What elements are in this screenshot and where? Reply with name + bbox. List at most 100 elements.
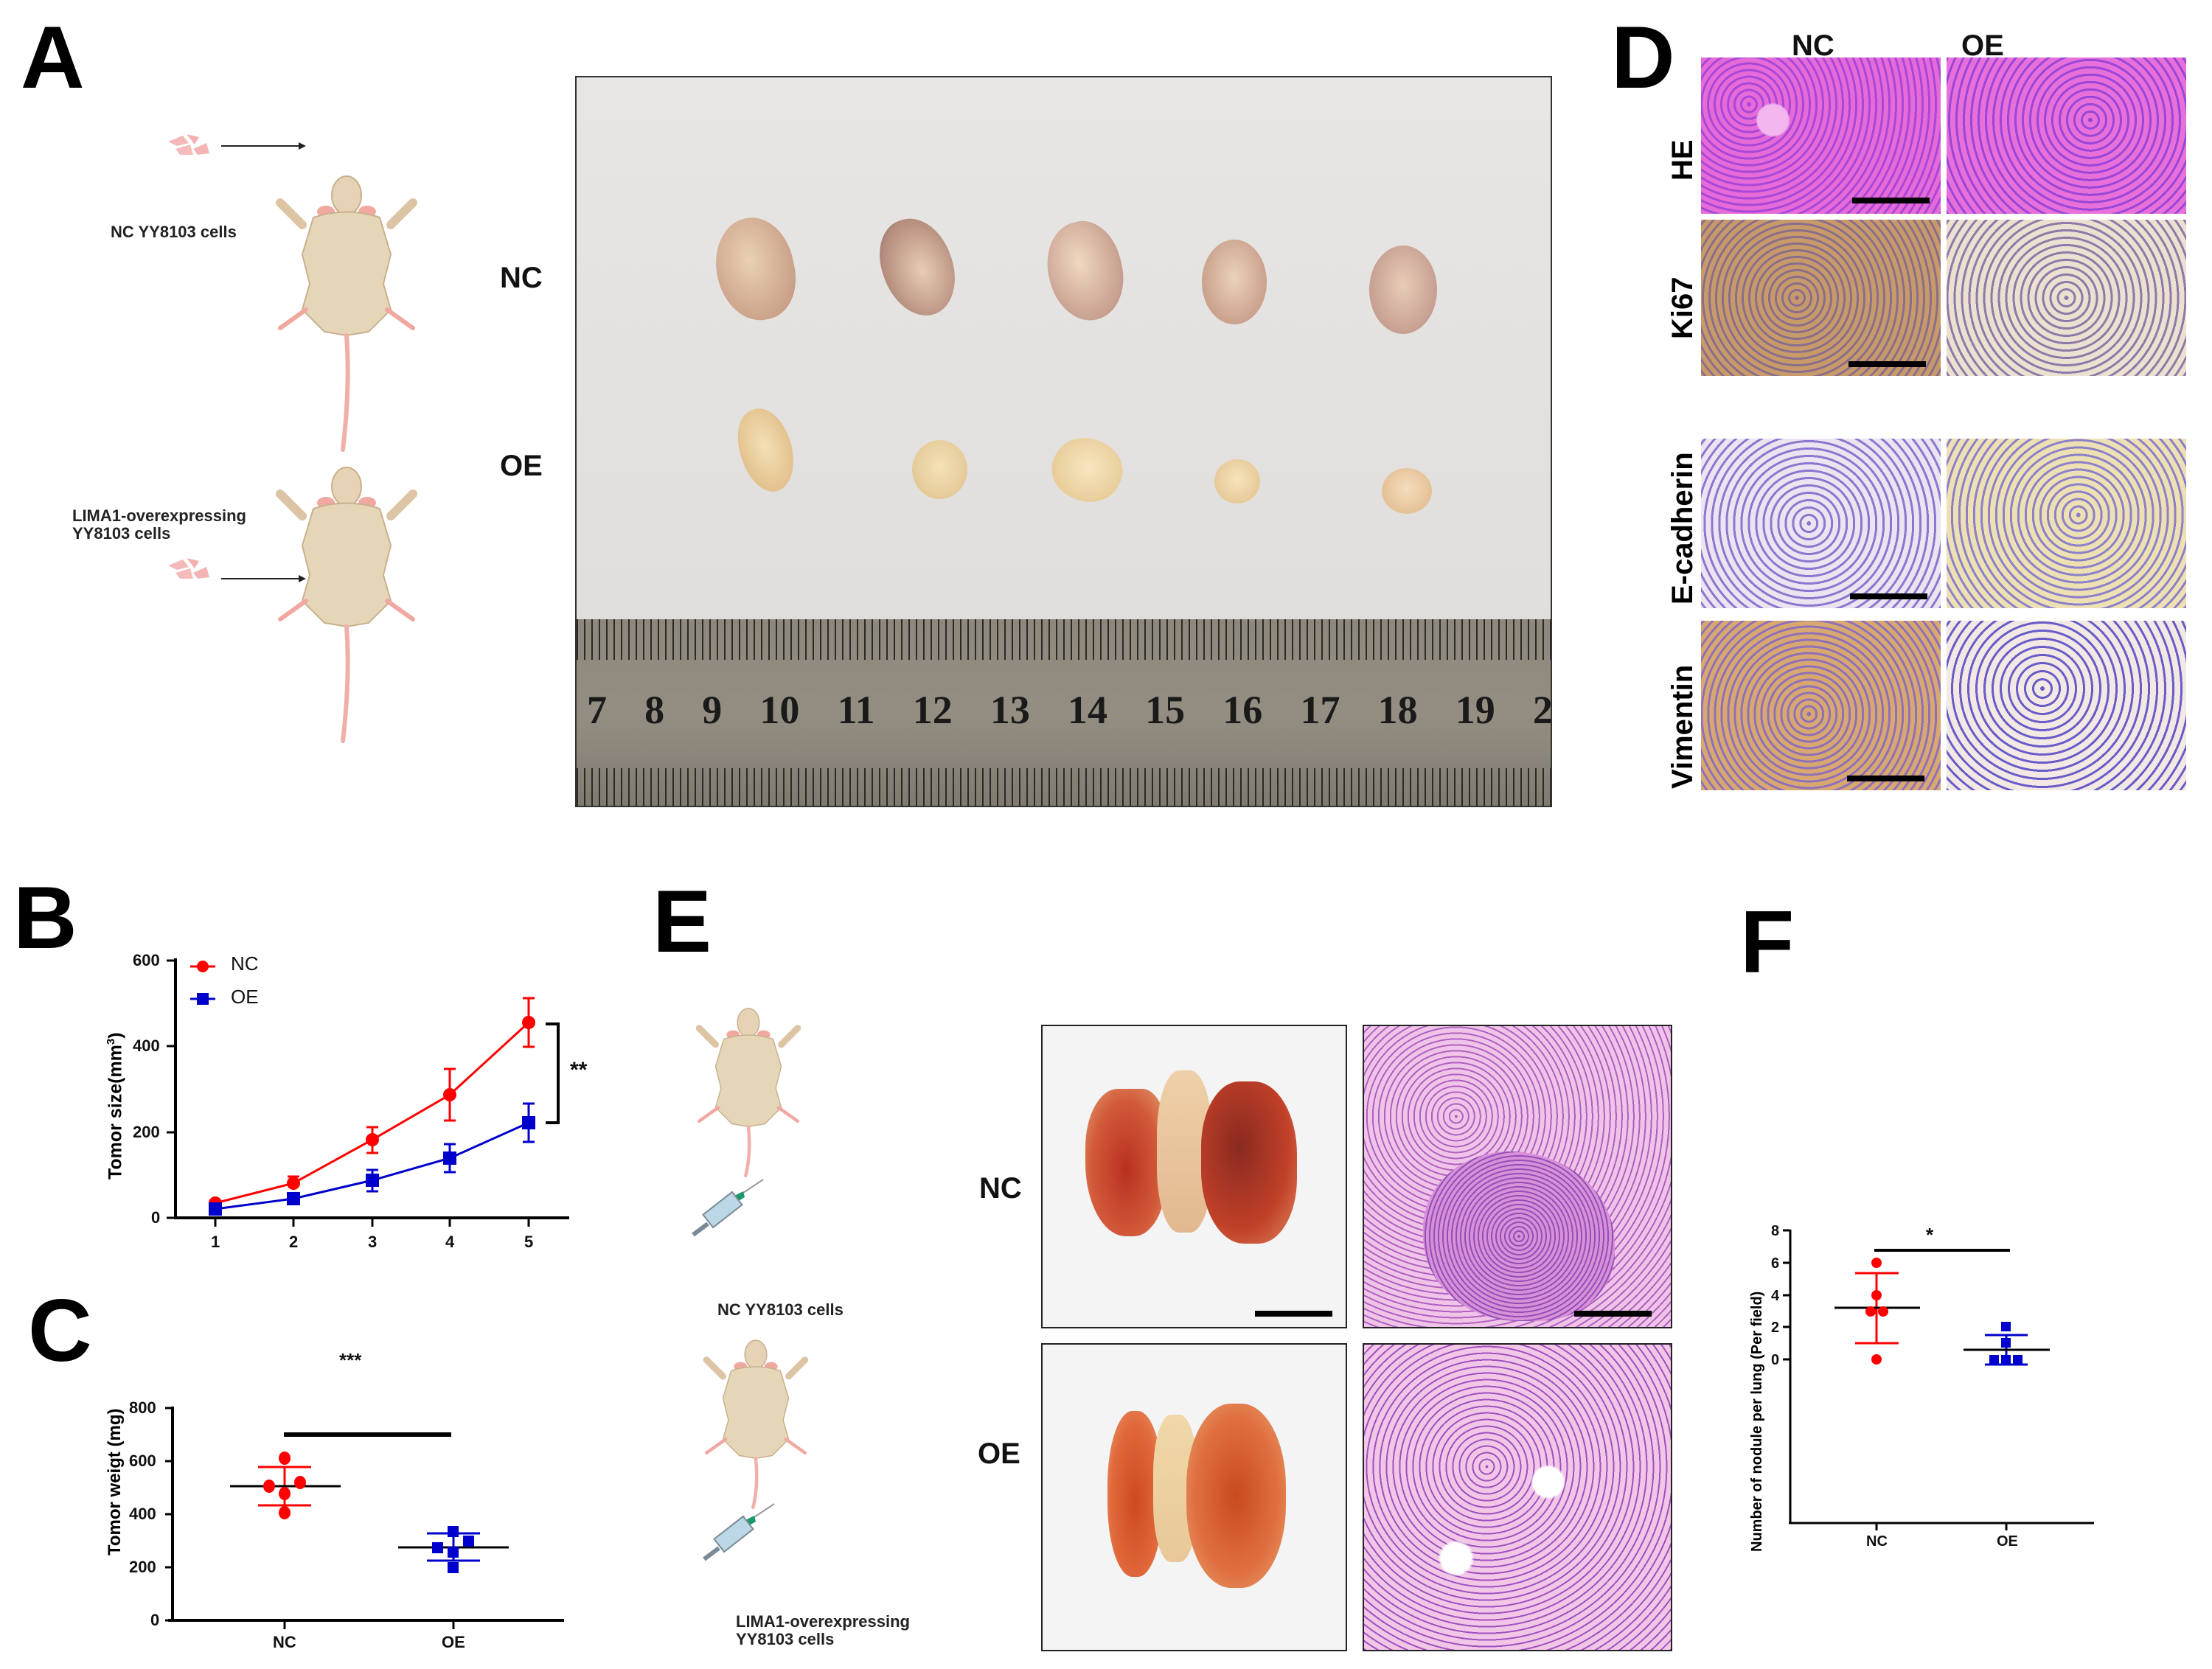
ruler-number: 15 [1145, 688, 1186, 732]
ytick-f-2: 2 [1771, 1320, 1780, 1336]
lung-lobe [1085, 1089, 1166, 1236]
ytick-c-400: 400 [129, 1505, 156, 1523]
row-label-ecadherin: E-cadherin [1666, 452, 1699, 604]
scale-bar [1847, 776, 1924, 781]
ruler-number: 8 [644, 688, 665, 732]
col-label-nc-d: NC [1792, 29, 1834, 62]
ruler-number: 11 [837, 688, 875, 732]
micrograph-vimentin-oe [1947, 621, 2186, 790]
micrograph-ecadherin-nc [1701, 439, 1941, 608]
mouse-illustration-bottom [276, 467, 417, 743]
ytick-f-0: 0 [1771, 1352, 1780, 1368]
cells-cluster-icon [168, 133, 216, 162]
micrograph-vimentin-nc [1701, 621, 1941, 790]
syringe-icon-top [692, 1179, 764, 1237]
injection-arrow-top [221, 142, 306, 150]
ylabel-f: Number of nodule per lung (Per field) [1749, 1291, 1765, 1552]
ruler-number: 7 [587, 688, 607, 732]
ytick-c-0: 0 [150, 1611, 160, 1629]
annotation-c: *** [339, 1349, 362, 1371]
panel-c-letter: C [28, 1281, 92, 1380]
ruler-number: 19 [1455, 688, 1495, 732]
tumor-nc-5 [1369, 245, 1437, 334]
tumor-nc-4 [1202, 240, 1267, 324]
lung-lobe [1201, 1081, 1297, 1244]
ytick-c-800: 800 [129, 1398, 156, 1417]
ruler-number: 18 [1377, 688, 1418, 732]
panel-b-letter: B [13, 868, 77, 967]
xtick-b-2: 2 [289, 1233, 299, 1251]
ytick-b-0: 0 [151, 1208, 161, 1227]
nc-cells-label-a: NC YY8103 cells [111, 223, 237, 241]
ytick-f-4: 4 [1771, 1288, 1780, 1304]
ruler-numbers: 7 8 9 10 11 12 13 14 15 16 17 18 19 2 [587, 687, 1552, 733]
ylabel-b-close: ) [105, 1032, 126, 1039]
chart-b-tumor-size [167, 958, 569, 1227]
ytick-c-200: 200 [129, 1558, 156, 1576]
row-label-he: HE [1666, 139, 1699, 181]
xtick-f-nc: NC [1866, 1533, 1888, 1550]
ruler-number: 12 [912, 688, 953, 732]
tumor-nc-1 [706, 210, 804, 328]
ruler-number: 16 [1222, 688, 1263, 732]
oe-cells-label-e-line2: YY8103 cells [736, 1630, 835, 1649]
lung-lobe [1186, 1404, 1286, 1588]
ytick-c-600: 600 [129, 1452, 156, 1470]
row-label-vimentin: Vimentin [1666, 664, 1699, 789]
micrograph-ecadherin-oe [1947, 439, 2186, 608]
xtick-c-oe: OE [442, 1633, 465, 1651]
ylabel-c: Tomor weigt (mg) [105, 1408, 125, 1555]
ruler-number: 10 [759, 688, 800, 732]
lung-histology-oe [1363, 1343, 1672, 1651]
chart-f-nodules [1783, 1229, 2094, 1530]
annotation-f: * [1926, 1224, 1934, 1246]
tumor-oe-3 [1042, 426, 1133, 514]
micrograph-ki67-oe [1947, 220, 2186, 376]
ruler-number: 14 [1068, 688, 1108, 732]
tumor-nodule [1423, 1151, 1615, 1321]
xtick-b-3: 3 [368, 1233, 378, 1251]
scale-bar [1852, 198, 1930, 203]
ruler-number: 13 [990, 688, 1030, 732]
ruler-number: 2 [1532, 688, 1552, 732]
ytick-f-6: 6 [1771, 1255, 1780, 1272]
oe-cells-label-line1: LIMA1-overexpressing [72, 506, 246, 525]
ylabel-b: Tomor size(mm3) [105, 1032, 126, 1180]
tumor-oe-2 [912, 440, 967, 499]
micrograph-he-oe [1947, 58, 2186, 214]
oe-cells-label-e-line1: LIMA1-overexpressing [736, 1612, 910, 1631]
xtick-c-nc: NC [273, 1633, 296, 1651]
ylabel-b-main: Tomor size(mm [105, 1045, 126, 1180]
panel-d-letter: D [1611, 8, 1675, 107]
tumor-photo: 7 8 9 10 11 12 13 14 15 16 17 18 19 2 [575, 76, 1552, 807]
ytick-f-8: 8 [1771, 1223, 1780, 1239]
ytick-b-400: 400 [133, 1036, 160, 1055]
chart-c-tumor-weight [165, 1407, 564, 1629]
ylabel-b-sup: 3 [105, 1038, 117, 1045]
ytick-b-200: 200 [133, 1123, 160, 1141]
row-label-ki67: Ki67 [1666, 276, 1699, 340]
oe-cells-label-line2: YY8103 cells [72, 524, 171, 543]
panel-e-letter: E [653, 872, 712, 971]
row-label-nc-e: NC [979, 1172, 1022, 1205]
scale-bar [1255, 1311, 1332, 1317]
ruler-ticks-bottom [577, 768, 1551, 806]
legend-oe-label-b: OE [231, 986, 259, 1008]
micrograph-he-nc [1701, 58, 1941, 214]
ruler: 7 8 9 10 11 12 13 14 15 16 17 18 19 2 [577, 619, 1552, 806]
xtick-b-1: 1 [211, 1233, 220, 1251]
nc-cells-label-e-visible: NC YY8103 cells [717, 1300, 844, 1319]
col-label-oe-d: OE [1961, 29, 2004, 62]
row-label-oe-e: OE [978, 1438, 1020, 1470]
xtick-b-4: 4 [445, 1233, 455, 1251]
row-label-nc-a: NC [500, 262, 543, 294]
xtick-b-5: 5 [524, 1233, 534, 1251]
panel-a-letter: A [21, 8, 85, 107]
legend-nc-label-b: NC [231, 952, 259, 975]
tumor-nc-3 [1037, 213, 1134, 329]
tumor-oe-4 [1214, 459, 1260, 504]
ruler-number: 17 [1300, 688, 1340, 732]
syringe-icon-bottom [703, 1503, 775, 1561]
scale-bar [1850, 593, 1927, 599]
oe-cells-label-a: LIMA1-overexpressing YY8103 cells [72, 506, 246, 543]
